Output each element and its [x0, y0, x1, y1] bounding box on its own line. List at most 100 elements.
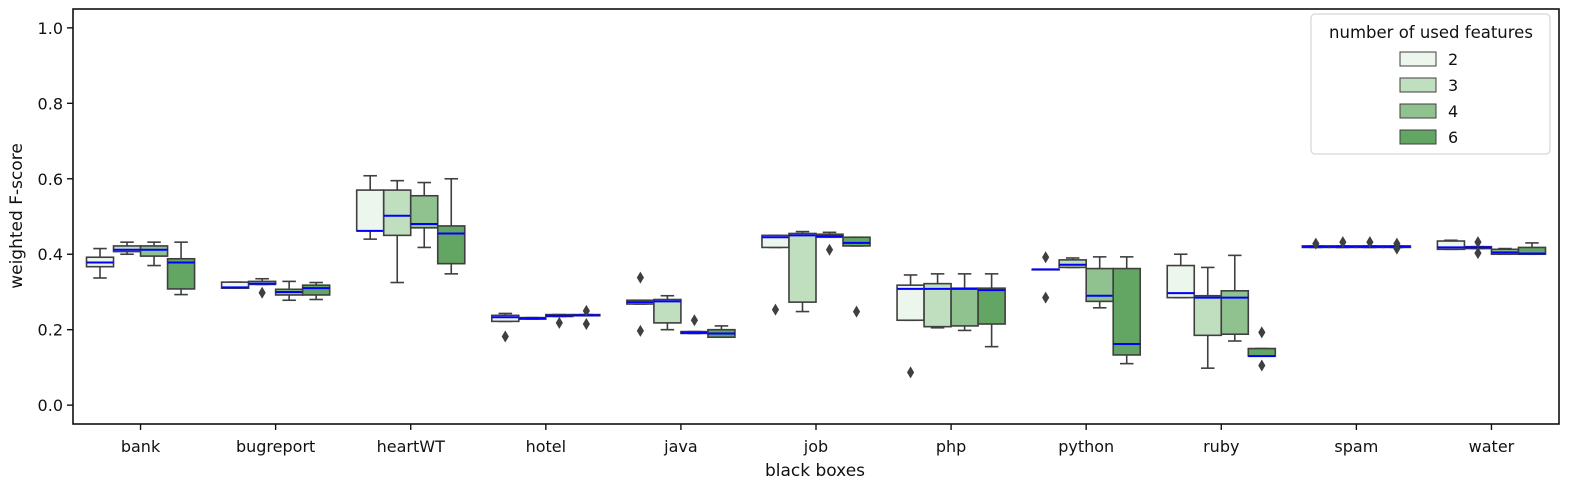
- x-tick-label: spam: [1334, 437, 1378, 456]
- box-body: [842, 236, 871, 247]
- outlier-point: [1366, 236, 1374, 249]
- outlier-point: [501, 330, 509, 343]
- box-body: [1112, 267, 1142, 356]
- outlier-point: [555, 316, 563, 329]
- box-heartWT-3: [382, 179, 412, 284]
- x-tick-label: water: [1469, 437, 1515, 456]
- outlier-point: [1042, 291, 1050, 304]
- box-job-2: [761, 234, 790, 316]
- box-body: [1247, 347, 1277, 357]
- legend-swatch-3: [1399, 77, 1437, 93]
- legend-swatch-6: [1399, 129, 1437, 145]
- outlier-point: [1312, 237, 1320, 250]
- outlier-point: [582, 318, 590, 331]
- x-axis-title: black boxes: [765, 461, 865, 481]
- box-python-4: [1085, 256, 1114, 309]
- outlier-point: [636, 271, 644, 284]
- box-hotel-6: [572, 304, 601, 331]
- box-heartWT-2: [355, 174, 385, 240]
- legend-swatch-4: [1399, 103, 1437, 119]
- outlier-point: [1474, 236, 1482, 249]
- box-body: [896, 284, 925, 322]
- box-ruby-3: [1193, 266, 1223, 369]
- box-body: [923, 282, 952, 328]
- box-python-2: [1031, 251, 1060, 304]
- y-tick-label: 0.2: [38, 321, 63, 340]
- outlier-point: [636, 324, 644, 337]
- plot-frame: [72, 8, 1560, 425]
- boxplot-layer: [85, 174, 1547, 379]
- y-tick-label: 0.6: [38, 170, 63, 189]
- box-hotel-3: [517, 316, 547, 320]
- legend-swatch-2: [1399, 51, 1437, 67]
- box-java-4: [680, 314, 709, 335]
- box-ruby-6: [1247, 326, 1277, 372]
- x-tick-label: heartWT: [377, 437, 445, 456]
- legend-label-6: 6: [1448, 128, 1458, 147]
- outlier-point: [258, 286, 266, 299]
- outlier-point: [1474, 247, 1482, 260]
- box-heartWT-6: [436, 177, 466, 275]
- x-tick-label: python: [1058, 437, 1114, 456]
- y-axis: 0.0 0.2 0.4 0.6 0.8 1.0: [38, 19, 73, 415]
- legend-label-3: 3: [1448, 76, 1458, 95]
- outlier-point: [1258, 326, 1266, 339]
- y-tick-label: 0.4: [38, 245, 63, 264]
- box-job-6: [842, 236, 871, 318]
- box-bank-2: [85, 247, 115, 279]
- y-tick-label: 0.0: [38, 396, 63, 415]
- x-tick-label: bugreport: [236, 437, 315, 456]
- legend-label-4: 4: [1448, 102, 1458, 121]
- box-job-4: [815, 231, 844, 256]
- box-spam-3: [1328, 236, 1358, 249]
- y-tick-label: 0.8: [38, 94, 63, 113]
- box-php-2: [896, 274, 925, 379]
- box-water-4: [1490, 247, 1520, 256]
- x-tick-label: java: [663, 437, 698, 456]
- box-ruby-2: [1166, 253, 1196, 299]
- box-body: [1193, 294, 1223, 337]
- x-tick-label: hotel: [526, 437, 567, 456]
- y-tick-label: 1.0: [38, 19, 63, 38]
- box-water-2: [1436, 239, 1466, 251]
- box-body: [382, 189, 412, 237]
- outlier-point: [1258, 359, 1266, 372]
- box-php-4: [950, 273, 979, 332]
- box-python-6: [1112, 256, 1142, 365]
- box-php-6: [977, 273, 1006, 348]
- outlier-point: [825, 243, 834, 256]
- x-tick-label: job: [803, 437, 828, 456]
- legend: number of used features 2 3 4 6: [1310, 13, 1551, 155]
- box-bugreport-3: [247, 277, 277, 299]
- box-php-3: [923, 273, 952, 329]
- box-job-3: [788, 230, 817, 313]
- outlier-point: [1042, 251, 1050, 264]
- x-tick-label: bank: [121, 437, 161, 456]
- box-body: [166, 257, 196, 290]
- box-body: [977, 287, 1006, 325]
- box-java-3: [653, 294, 682, 331]
- box-java-6: [707, 325, 736, 339]
- box-body: [1436, 240, 1466, 251]
- outlier-point: [1339, 236, 1347, 249]
- outlier-point: [582, 304, 590, 317]
- box-hotel-4: [545, 313, 574, 329]
- box-body: [436, 225, 466, 265]
- box-heartWT-4: [409, 181, 439, 249]
- box-python-3: [1058, 257, 1087, 269]
- box-water-6: [1517, 242, 1547, 256]
- outlier-point: [690, 314, 699, 327]
- box-java-2: [626, 271, 655, 337]
- box-body: [409, 194, 439, 229]
- box-body: [139, 245, 169, 257]
- box-body: [788, 232, 817, 303]
- x-axis: bank bugreport heartWT hotel java job php pytho…: [121, 424, 1515, 456]
- box-spam-6: [1382, 237, 1412, 255]
- x-tick-label: ruby: [1203, 437, 1239, 456]
- outlier-point: [1393, 242, 1401, 255]
- box-body: [301, 284, 331, 296]
- legend-label-2: 2: [1448, 50, 1458, 69]
- box-body: [950, 287, 979, 327]
- y-axis-title: weighted F-score: [7, 143, 27, 289]
